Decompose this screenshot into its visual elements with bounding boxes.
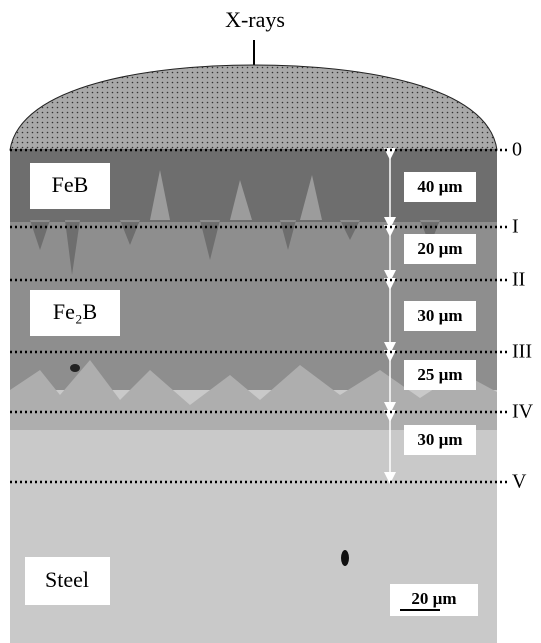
thickness-box <box>404 234 476 264</box>
thickness-box <box>404 172 476 202</box>
fe2b-needles <box>150 170 322 220</box>
label-box <box>30 290 120 336</box>
irradiated-volume <box>9 64 498 151</box>
depth-mark: I <box>512 216 519 238</box>
feb-needles <box>10 220 497 275</box>
depth-mark: V <box>512 471 527 493</box>
thickness-label: 30 µm <box>417 306 462 325</box>
region-label: Steel <box>45 567 89 592</box>
region-label: FeB <box>52 172 89 197</box>
thickness-label: 30 µm <box>417 430 462 449</box>
thickness-box <box>404 360 476 390</box>
inclusion <box>70 364 80 372</box>
thickness-box <box>404 425 476 455</box>
thickness-label: 40 µm <box>417 177 462 196</box>
scale-bar-label: 20 µm <box>411 589 456 608</box>
source-label: X-rays <box>225 7 285 32</box>
depth-mark: II <box>512 269 525 291</box>
thickness-box <box>404 301 476 331</box>
label-box <box>25 557 110 605</box>
thickness-label: 25 µm <box>417 365 462 384</box>
depth-mark: III <box>512 341 532 363</box>
depth-mark: 0 <box>512 139 522 161</box>
depth-mark: IV <box>512 401 534 423</box>
thickness-label: 20 µm <box>417 239 462 258</box>
region-label: Fe₂B <box>53 299 97 324</box>
label-box <box>30 163 110 209</box>
inclusion <box>341 550 349 566</box>
